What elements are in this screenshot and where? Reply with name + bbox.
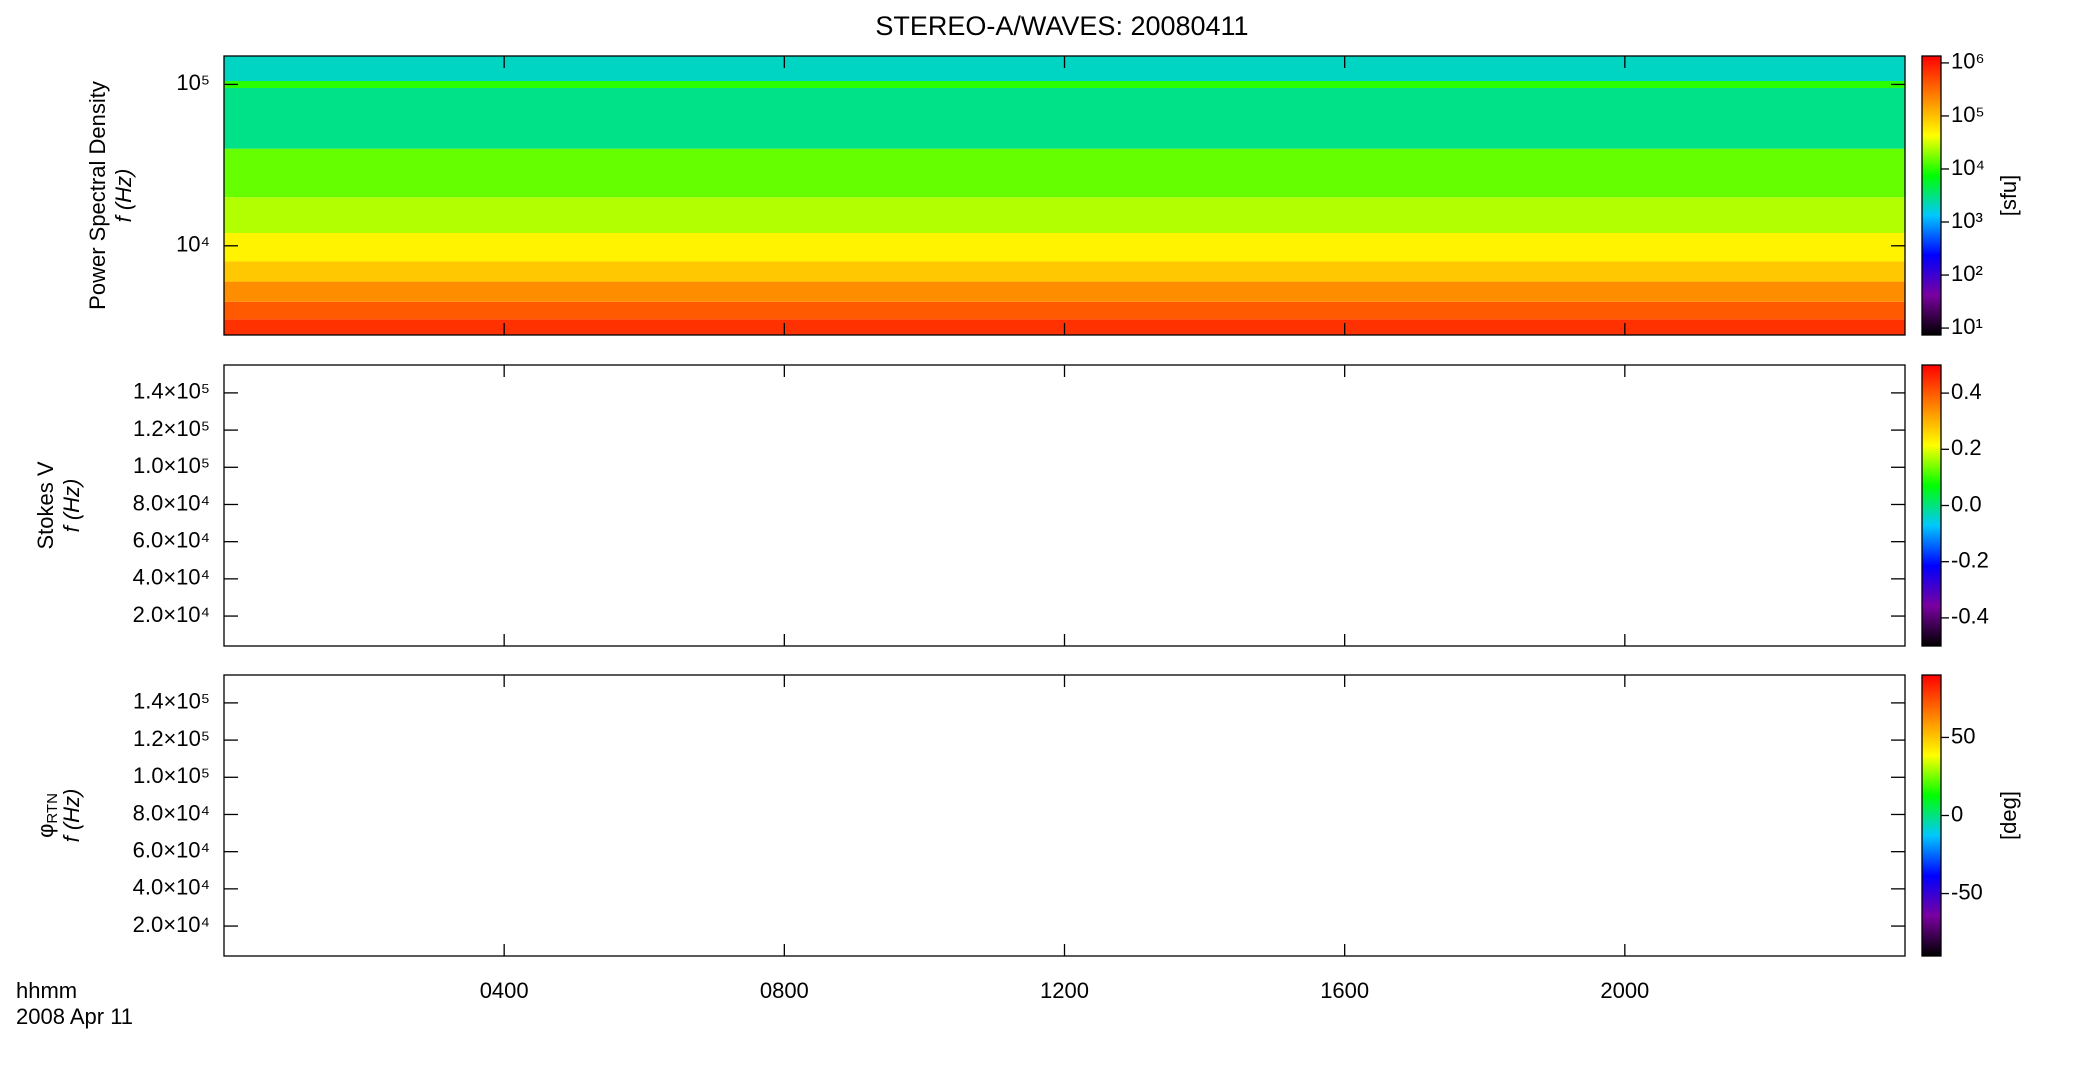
y-axis-unit: f (Hz): [59, 479, 84, 533]
y-tick-label: 8.0×10⁴: [133, 800, 210, 825]
y-axis-label: Stokes V: [33, 461, 58, 549]
y-axis-symbol: φ: [33, 824, 58, 838]
y-axis-subscript: RTN: [44, 793, 61, 824]
colorbar-label: [sfu]: [1996, 175, 2021, 217]
x-axis-label: hhmm: [16, 978, 77, 1003]
y-tick-label: 1.4×10⁵: [133, 689, 210, 714]
spectrogram-band: [224, 281, 1905, 302]
y-tick-label: 1.0×10⁵: [133, 453, 210, 478]
spectrogram-band: [224, 88, 1905, 149]
y-tick-label: 2.0×10⁴: [133, 912, 210, 937]
colorbar-tick-label: 50: [1951, 723, 1975, 748]
spectrogram-band: [224, 197, 1905, 234]
y-axis-label: Power Spectral Density: [85, 81, 110, 310]
colorbar-tick-label: 0: [1951, 801, 1963, 826]
colorbar-tick-label: -0.4: [1951, 604, 1989, 629]
colorbar-tick-label: 10²: [1951, 261, 1983, 286]
y-tick-label: 10⁵: [176, 70, 210, 95]
y-axis-unit: f (Hz): [111, 169, 136, 223]
colorbar-label: [deg]: [1996, 791, 2021, 840]
y-axis-label: φRTN: [33, 793, 61, 838]
chart-title: STEREO-A/WAVES: 20080411: [875, 11, 1248, 41]
spectrogram-band: [224, 233, 1905, 262]
spectrogram-band: [224, 80, 1905, 89]
spectrogram-band: [224, 148, 1905, 198]
colorbar-tick-label: -0.2: [1951, 548, 1989, 573]
colorbar: [1921, 674, 1942, 957]
x-axis-date: 2008 Apr 11: [16, 1004, 133, 1029]
y-tick-label: 6.0×10⁴: [133, 837, 210, 862]
plot-frame: [223, 364, 1906, 647]
x-tick-label: 1200: [1040, 978, 1089, 1003]
colorbar-tick-label: 10⁵: [1951, 102, 1985, 127]
colorbar-tick-label: 10⁶: [1951, 49, 1985, 74]
x-tick-label: 1600: [1320, 978, 1369, 1003]
colorbar-tick-label: 0.2: [1951, 435, 1982, 460]
spectrogram-band: [224, 261, 1905, 282]
y-axis-unit: f (Hz): [59, 789, 84, 843]
y-tick-label: 1.0×10⁵: [133, 763, 210, 788]
y-tick-label: 1.2×10⁵: [133, 726, 210, 751]
y-tick-label: 8.0×10⁴: [133, 490, 210, 515]
colorbar-tick-label: -50: [1951, 879, 1983, 904]
colorbar-tick-label: 10⁴: [1951, 155, 1985, 180]
colorbar-tick-label: 0.4: [1951, 379, 1982, 404]
y-tick-label: 1.2×10⁵: [133, 416, 210, 441]
y-tick-label: 6.0×10⁴: [133, 527, 210, 552]
colorbar: [1921, 364, 1942, 647]
x-tick-label: 0400: [480, 978, 529, 1003]
y-tick-label: 4.0×10⁴: [133, 565, 210, 590]
colorbar: [1921, 55, 1942, 336]
y-tick-label: 1.4×10⁵: [133, 379, 210, 404]
colorbar-tick-label: 10¹: [1951, 314, 1983, 339]
y-tick-label: 10⁴: [176, 232, 210, 257]
plot-frame: [223, 674, 1906, 957]
x-tick-label: 0800: [760, 978, 809, 1003]
y-tick-label: 2.0×10⁴: [133, 602, 210, 627]
x-tick-label: 2000: [1600, 978, 1649, 1003]
y-tick-label: 4.0×10⁴: [133, 875, 210, 900]
colorbar-tick-label: 0.0: [1951, 491, 1982, 516]
colorbar-tick-label: 10³: [1951, 208, 1983, 233]
spectrogram-band: [224, 301, 1905, 320]
